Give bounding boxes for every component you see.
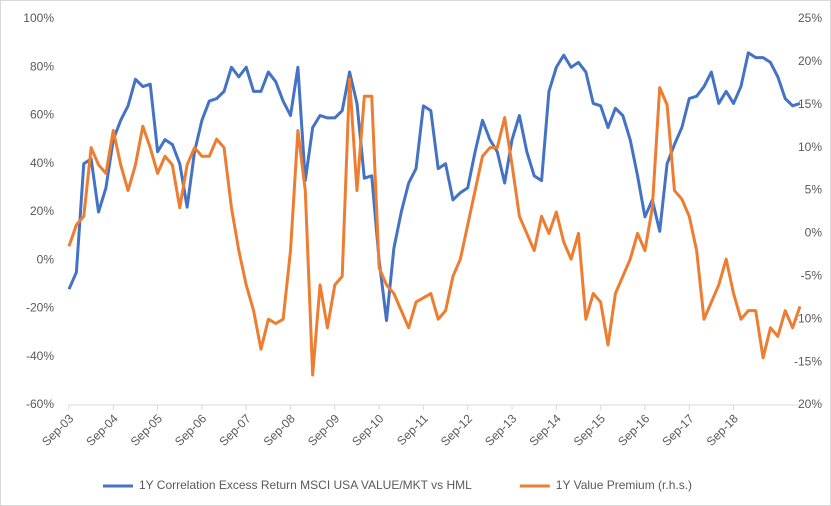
y-tick-label: -60% bbox=[26, 397, 54, 411]
y2-tick-label: 5% bbox=[805, 183, 823, 197]
y2-tick-label: 20% bbox=[798, 54, 822, 68]
y-tick-label: 40% bbox=[30, 156, 54, 170]
y2-tick-label: 0% bbox=[805, 226, 823, 240]
y2-tick-label: -10% bbox=[794, 311, 822, 325]
y2-tick-label: 10% bbox=[798, 140, 822, 154]
y2-tick-label: -5% bbox=[801, 269, 823, 283]
y-tick-label: 100% bbox=[23, 11, 54, 25]
y-tick-label: 0% bbox=[37, 252, 55, 266]
y2-tick-label: 25% bbox=[798, 11, 822, 25]
y2-tick-label: -20% bbox=[794, 397, 822, 411]
y2-tick-label: 15% bbox=[798, 97, 822, 111]
legend-label: 1Y Correlation Excess Return MSCI USA VA… bbox=[139, 478, 472, 492]
legend-label: 1Y Value Premium (r.h.s.) bbox=[556, 478, 692, 492]
y-tick-label: -20% bbox=[26, 301, 54, 315]
series-line bbox=[67, 77, 802, 377]
y2-tick-label: -15% bbox=[794, 354, 822, 368]
series-line bbox=[67, 51, 801, 323]
y-tick-label: -40% bbox=[26, 349, 54, 363]
y-tick-label: 80% bbox=[30, 59, 54, 73]
y-tick-label: 20% bbox=[30, 204, 54, 218]
y-tick-label: 60% bbox=[30, 108, 54, 122]
